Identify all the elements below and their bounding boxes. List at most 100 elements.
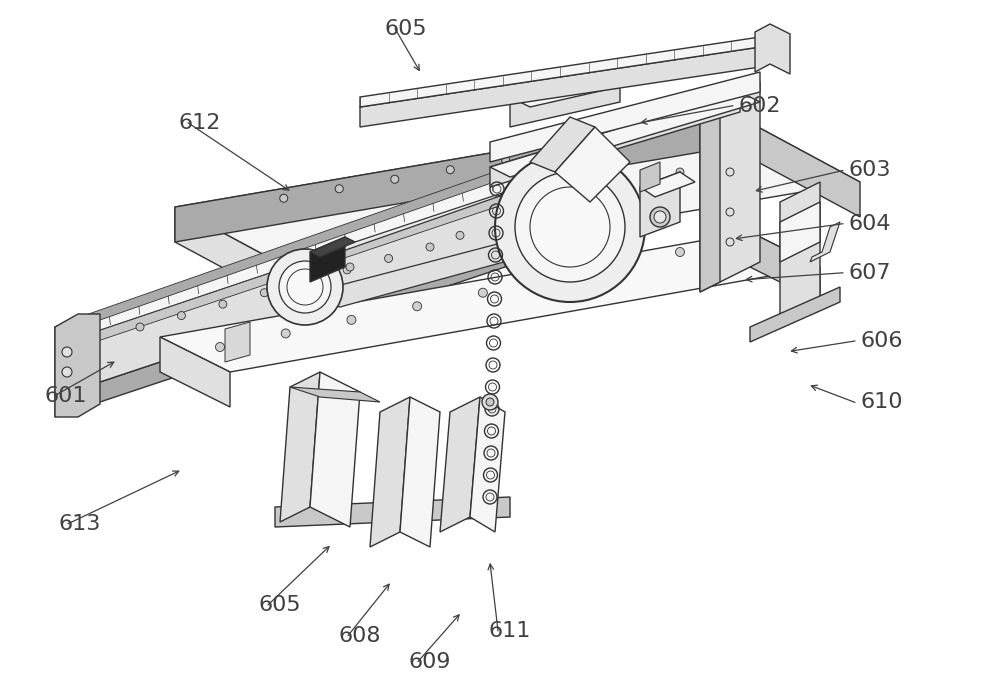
- Polygon shape: [555, 127, 630, 202]
- Circle shape: [287, 269, 323, 305]
- Polygon shape: [175, 112, 730, 242]
- Text: 606: 606: [860, 331, 902, 351]
- Text: 603: 603: [848, 160, 891, 181]
- Circle shape: [486, 398, 494, 406]
- Polygon shape: [175, 112, 860, 277]
- Circle shape: [385, 254, 393, 263]
- Text: 605: 605: [258, 595, 301, 615]
- Polygon shape: [510, 72, 620, 127]
- Polygon shape: [295, 182, 540, 262]
- Circle shape: [62, 347, 72, 357]
- Polygon shape: [295, 242, 540, 307]
- Text: 612: 612: [178, 113, 220, 133]
- Polygon shape: [360, 47, 775, 117]
- Polygon shape: [160, 232, 820, 372]
- Polygon shape: [160, 337, 230, 407]
- Polygon shape: [640, 172, 680, 237]
- Text: 611: 611: [488, 621, 530, 641]
- Circle shape: [482, 394, 498, 410]
- Circle shape: [456, 231, 464, 239]
- Polygon shape: [370, 397, 410, 547]
- Circle shape: [413, 302, 422, 311]
- Polygon shape: [55, 152, 580, 397]
- Circle shape: [495, 152, 645, 302]
- Circle shape: [446, 166, 454, 174]
- Circle shape: [650, 207, 670, 227]
- Circle shape: [610, 261, 619, 270]
- Polygon shape: [225, 322, 250, 362]
- Circle shape: [726, 168, 734, 176]
- Polygon shape: [360, 37, 760, 107]
- Text: 610: 610: [860, 392, 902, 413]
- Text: 602: 602: [738, 95, 780, 116]
- Polygon shape: [310, 372, 360, 527]
- Text: 604: 604: [848, 213, 891, 234]
- Polygon shape: [470, 397, 505, 532]
- Circle shape: [391, 175, 399, 183]
- Polygon shape: [810, 222, 840, 262]
- Text: 609: 609: [408, 651, 450, 672]
- Polygon shape: [400, 397, 440, 547]
- Polygon shape: [490, 72, 760, 162]
- Polygon shape: [755, 24, 790, 74]
- Circle shape: [279, 261, 331, 313]
- Circle shape: [302, 278, 310, 285]
- Polygon shape: [310, 237, 345, 282]
- Polygon shape: [490, 92, 760, 177]
- Text: 607: 607: [848, 263, 891, 283]
- Polygon shape: [750, 232, 820, 302]
- Text: 613: 613: [58, 514, 100, 534]
- Polygon shape: [640, 172, 695, 197]
- Polygon shape: [80, 162, 600, 347]
- Circle shape: [502, 156, 510, 164]
- Circle shape: [177, 312, 185, 320]
- Polygon shape: [700, 102, 720, 292]
- Polygon shape: [290, 387, 380, 402]
- Polygon shape: [310, 237, 355, 257]
- Circle shape: [530, 187, 610, 267]
- Polygon shape: [780, 182, 820, 322]
- Polygon shape: [530, 117, 595, 172]
- Polygon shape: [80, 142, 580, 327]
- Circle shape: [136, 323, 144, 331]
- Polygon shape: [750, 287, 840, 342]
- Polygon shape: [55, 222, 580, 417]
- Circle shape: [335, 185, 343, 193]
- Polygon shape: [440, 397, 480, 532]
- Polygon shape: [640, 162, 660, 192]
- Polygon shape: [730, 112, 860, 217]
- Circle shape: [267, 249, 343, 325]
- Circle shape: [260, 288, 268, 297]
- Text: 601: 601: [45, 385, 88, 406]
- Polygon shape: [490, 92, 740, 187]
- Polygon shape: [175, 207, 305, 312]
- Circle shape: [726, 238, 734, 246]
- Circle shape: [280, 194, 288, 203]
- Circle shape: [566, 200, 574, 207]
- Circle shape: [478, 288, 487, 297]
- Polygon shape: [55, 314, 100, 417]
- Circle shape: [281, 329, 290, 338]
- Circle shape: [544, 275, 553, 284]
- Polygon shape: [700, 82, 760, 292]
- Circle shape: [347, 315, 356, 325]
- Polygon shape: [360, 47, 760, 127]
- Circle shape: [62, 367, 72, 377]
- Circle shape: [726, 208, 734, 216]
- Circle shape: [676, 248, 684, 256]
- Polygon shape: [780, 202, 820, 262]
- Circle shape: [343, 266, 351, 274]
- Circle shape: [515, 172, 625, 282]
- Circle shape: [219, 300, 227, 308]
- Polygon shape: [275, 497, 510, 527]
- Circle shape: [216, 342, 224, 351]
- Circle shape: [426, 243, 434, 251]
- Text: 608: 608: [338, 625, 380, 646]
- Circle shape: [346, 263, 354, 271]
- Text: 605: 605: [385, 18, 428, 39]
- Polygon shape: [280, 372, 320, 522]
- Polygon shape: [55, 152, 600, 337]
- Polygon shape: [510, 72, 640, 107]
- Circle shape: [654, 211, 666, 223]
- Circle shape: [676, 168, 684, 176]
